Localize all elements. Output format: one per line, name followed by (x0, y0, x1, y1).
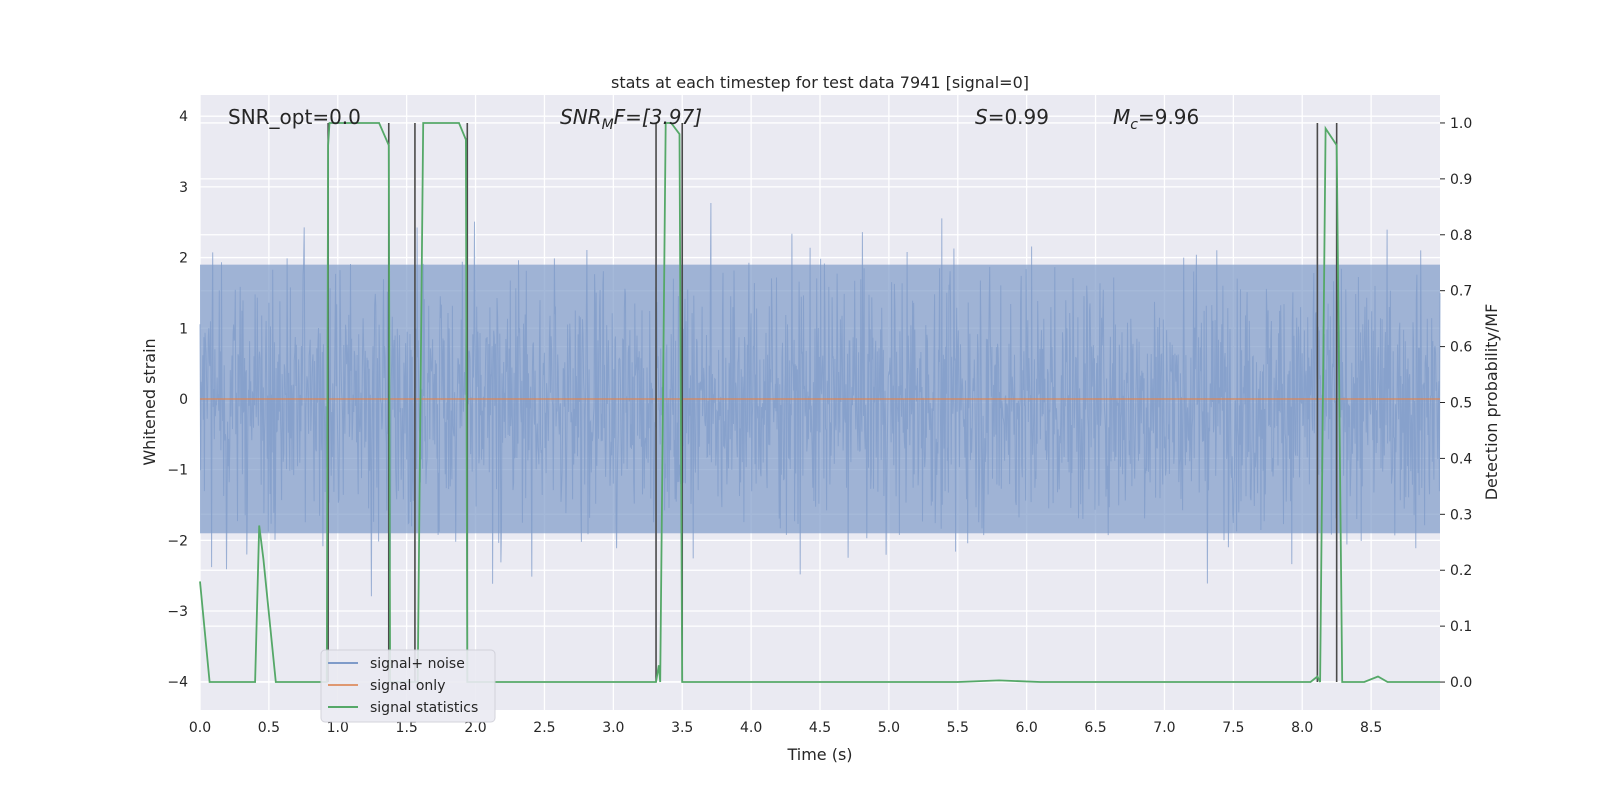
x-tick-label: 2.5 (533, 720, 555, 736)
x-tick-label: 6.0 (1016, 720, 1038, 736)
x-tick-label: 5.0 (878, 720, 900, 736)
y2-tick-label: 1.0 (1450, 116, 1472, 132)
snr-mf-tail: F=[3.97] (614, 105, 702, 129)
x-tick-label: 7.5 (1222, 720, 1244, 736)
y2-tick-label: 0.4 (1450, 451, 1472, 467)
y2-tick-label: 0.6 (1450, 340, 1472, 356)
x-tick-label: 0.0 (189, 720, 211, 736)
x-tick-label: 8.0 (1291, 720, 1313, 736)
y2-tick-label: 0.7 (1450, 284, 1472, 300)
mc-annotation: Mc=9.96 (1113, 105, 1199, 133)
y2-axis-title: Detection probability/MF (1482, 304, 1501, 501)
x-tick-label: 8.5 (1360, 720, 1382, 736)
y-axis-ticks: 4 3 2 1 0 −1 −2 −3 −4 (167, 109, 188, 691)
x-tick-label: 4.0 (740, 720, 762, 736)
y-tick-label: −3 (167, 604, 188, 620)
s-annotation: S=0.99 (975, 105, 1049, 129)
x-tick-label: 0.5 (258, 720, 280, 736)
y2-tick-label: 0.3 (1450, 507, 1472, 523)
y-axis-title: Whitened strain (140, 338, 159, 465)
legend-label-noise: signal+ noise (370, 656, 465, 672)
x-tick-label: 1.5 (396, 720, 418, 736)
y2-tick-label: 0.9 (1450, 172, 1472, 188)
chart-title: stats at each timestep for test data 794… (611, 73, 1029, 92)
x-tick-label: 4.5 (809, 720, 831, 736)
x-tick-label: 3.0 (602, 720, 624, 736)
legend-label-signal-only: signal only (370, 678, 445, 694)
x-tick-label: 5.5 (947, 720, 969, 736)
mc-base: M (1113, 105, 1130, 129)
s-label: S (975, 105, 988, 129)
legend-box (320, 649, 496, 723)
x-axis-ticks: 0.0 0.5 1.0 1.5 2.0 2.5 3.0 3.5 4.0 4.5 5.0 5.5 6.0 6… (189, 720, 1382, 736)
x-tick-label: 3.5 (671, 720, 693, 736)
x-tick-label: 6.5 (1084, 720, 1106, 736)
mc-sub: c (1130, 117, 1138, 133)
y2-tick-label: 0.8 (1450, 228, 1472, 244)
x-axis-title: Time (s) (786, 745, 852, 764)
x-tick-label: 1.0 (327, 720, 349, 736)
snr-opt-annotation: SNR_opt=0.0 (228, 105, 361, 129)
y2-tick-label: 0.0 (1450, 675, 1472, 691)
s-value: =0.99 (988, 105, 1049, 129)
y2-tick-label: 0.5 (1450, 396, 1472, 412)
y-tick-label: −4 (167, 675, 188, 691)
snr-mf-base: SNR (560, 105, 602, 129)
x-tick-label: 7.0 (1153, 720, 1175, 736)
y2-axis-ticks: 1.0 0.9 0.8 0.7 0.6 0.5 0.4 0.3 0.2 0.1 0.0 (1440, 116, 1472, 691)
y-tick-label: −1 (167, 463, 188, 479)
y2-tick-label: 0.1 (1450, 619, 1472, 635)
y-tick-label: 4 (179, 109, 188, 125)
y-tick-label: 2 (179, 251, 188, 267)
x-tick-label: 2.0 (464, 720, 486, 736)
snr-mf-annotation: SNRMF=[3.97] (560, 105, 702, 133)
y-tick-label: 1 (179, 321, 188, 337)
legend: signal+ noise signal only signal statist… (320, 649, 496, 723)
snr-mf-sub: M (602, 117, 614, 133)
y-tick-label: 0 (179, 392, 188, 408)
y2-tick-label: 0.2 (1450, 563, 1472, 579)
y-tick-label: −2 (167, 533, 188, 549)
y-tick-label: 3 (179, 180, 188, 196)
mc-value: =9.96 (1138, 105, 1199, 129)
legend-label-statistics: signal statistics (370, 700, 478, 716)
signal-statistics-series (199, 122, 1440, 683)
